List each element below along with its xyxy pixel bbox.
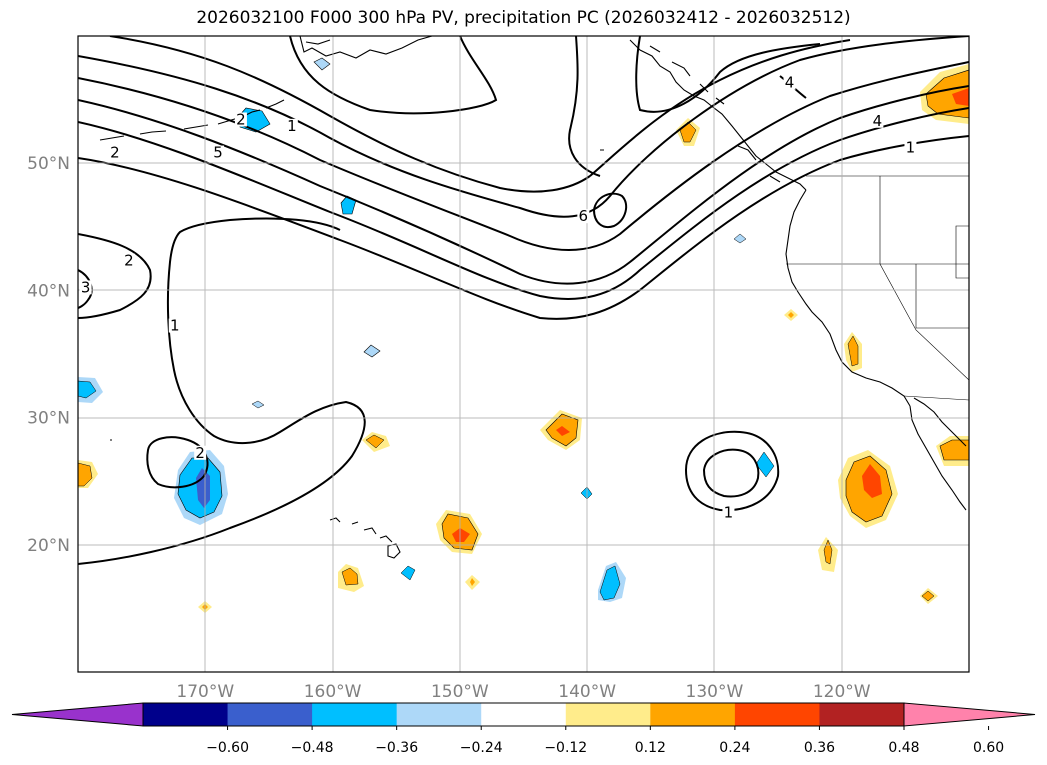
precip-neg-patch [733, 233, 747, 244]
precip-neg-patch [313, 57, 331, 71]
precip-pos-patch [78, 462, 93, 487]
colorbar-tick-label: 0.60 [973, 740, 1004, 756]
precip-neg-patch [196, 468, 210, 508]
colorbar-tick-label: 0.12 [635, 740, 666, 756]
lat-tick-labels: 20°N 30°N 40°N 50°N [27, 154, 70, 556]
colorbar-segment [819, 703, 905, 726]
contour-label: 2 [124, 252, 134, 270]
colorbar-tick-label: 0.48 [888, 740, 919, 756]
colorbar-tick-label: 0.36 [804, 740, 835, 756]
precipitation-fill [78, 57, 969, 613]
contour-label: 6 [579, 207, 589, 225]
colorbar: −0.60 −0.48 −0.36 −0.24 −0.12 0.12 0.24 0.36 0.4… [11, 702, 1036, 756]
contour-label-bg [577, 209, 590, 224]
lat-tick-label: 20°N [27, 536, 70, 556]
lat-tick-label: 30°N [27, 409, 70, 429]
lon-tick-label: 170°W [176, 682, 234, 702]
contour-label-bg [234, 112, 247, 127]
precip-pos-patch [862, 464, 882, 498]
pv-contours [78, 36, 969, 565]
precip-pos-patch [556, 426, 570, 436]
precip-pos-patch [921, 590, 935, 602]
precip-neg-patch [599, 565, 621, 601]
precip-pos-patch [452, 528, 470, 542]
borders [786, 175, 969, 401]
colorbar-extend-low [11, 702, 144, 727]
contour-label-bg [108, 145, 121, 160]
precip-pos-patch [788, 312, 794, 318]
lon-tick-label: 160°W [304, 682, 362, 702]
contour-label-bg [783, 75, 796, 90]
precip-pos-patch [365, 434, 385, 449]
precip-neg-patch [78, 380, 97, 399]
colorbar-tick-label: 0.24 [719, 740, 750, 756]
precip-neg-patch [251, 400, 265, 409]
plot-title: 2026032100 F000 300 hPa PV, precipitatio… [196, 8, 851, 28]
contour-label: 4 [785, 74, 795, 92]
contour-label: 4 [873, 112, 883, 130]
precip-pos-patch [847, 335, 859, 367]
gridlines [78, 36, 969, 672]
lon-tick-label: 140°W [558, 682, 616, 702]
contour-label-bg [904, 140, 917, 155]
precip-pos-patch [952, 88, 969, 106]
precip-neg-patch [755, 451, 775, 478]
contour-label-bg [194, 445, 207, 460]
contour-label: 1 [287, 117, 297, 135]
colorbar-segment [312, 703, 398, 726]
colorbar-tick-label: −0.24 [460, 740, 503, 756]
map-frame [77, 35, 970, 673]
lat-tick-label: 50°N [27, 154, 70, 174]
contour-label-bg [212, 145, 225, 160]
contour-label-bg [722, 505, 735, 520]
contour-label: 3 [81, 278, 91, 296]
precip-neg-patch [363, 344, 381, 358]
colorbar-tick-label: −0.48 [291, 740, 334, 756]
contour-label: 1 [170, 317, 180, 335]
precip-pos-patch [823, 539, 833, 565]
colorbar-tick-label: −0.12 [544, 740, 587, 756]
precip-pos-patch [939, 439, 969, 461]
contour-label: 2 [195, 444, 205, 462]
lon-tick-labels: 170°W 160°W 150°W 140°W 130°W 120°W [176, 682, 870, 702]
colorbar-outline [142, 702, 905, 727]
precip-pos-patch [925, 69, 969, 119]
colorbar-segment [650, 703, 736, 726]
contour-label-bg [122, 253, 135, 268]
contour-label: 2 [236, 110, 246, 128]
lon-tick-label: 120°W [813, 682, 871, 702]
contour-label-bg [168, 318, 181, 333]
colorbar-segment [227, 703, 313, 726]
lon-tick-label: 130°W [686, 682, 744, 702]
colorbar-extend-high [903, 702, 1036, 727]
colorbar-segment [734, 703, 820, 726]
colorbar-segment [481, 703, 567, 726]
contour-label: 1 [906, 138, 916, 156]
contour-label-bg [285, 118, 298, 133]
colorbar-segment [565, 703, 651, 726]
colorbar-segment [143, 703, 229, 726]
ocean-background [78, 36, 969, 672]
colorbar-segment [396, 703, 482, 726]
contour-label: 2 [110, 144, 120, 162]
lon-tick-label: 150°W [431, 682, 489, 702]
colorbar-tick-label: −0.60 [206, 740, 249, 756]
contour-label: 5 [213, 144, 223, 162]
precip-pos-patch [341, 567, 359, 586]
colorbar-tick-label: −0.36 [375, 740, 418, 756]
contour-label: 1 [724, 504, 734, 522]
precip-pos-patch [470, 578, 475, 586]
precip-neg-patch [400, 565, 416, 581]
lat-tick-label: 40°N [27, 281, 70, 301]
contour-label-bg [79, 280, 92, 295]
contour-label-bg [871, 113, 884, 128]
